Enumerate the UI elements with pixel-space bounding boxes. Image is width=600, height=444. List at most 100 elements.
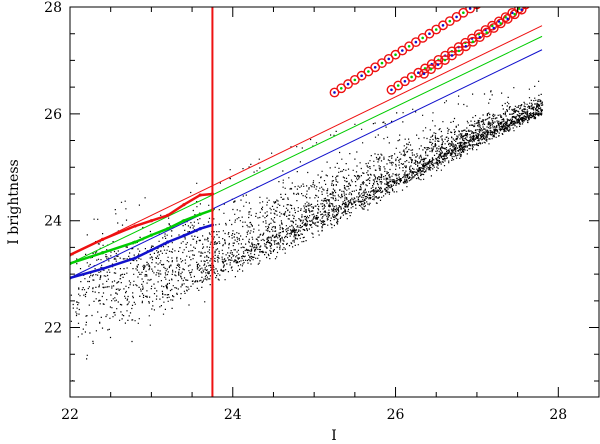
curve-point [100, 267, 105, 271]
circle-marker-chains [329, 3, 530, 98]
open-circle-marker [454, 45, 464, 56]
open-circle-marker [488, 23, 499, 33]
inner-dot-marker [414, 40, 418, 44]
inner-dot-marker [380, 61, 384, 65]
inner-dot-marker [485, 31, 489, 34]
open-circle-marker [377, 58, 387, 68]
open-circle-marker [404, 41, 415, 52]
open-circle-marker [509, 9, 520, 20]
inner-dot-marker [513, 12, 517, 16]
open-circle-marker [349, 74, 360, 85]
tick-marks [69, 6, 600, 397]
inner-dot-marker [421, 36, 424, 40]
open-circle-marker [417, 33, 428, 43]
open-circle-marker [507, 7, 518, 18]
open-circle-marker [502, 13, 513, 24]
inner-dot-marker [428, 32, 431, 36]
curve-point [182, 219, 186, 223]
reference-line-2 [70, 49, 543, 279]
inner-dot-marker [511, 11, 514, 15]
inner-dot-marker [434, 28, 438, 31]
inner-dot-marker [353, 78, 357, 82]
inner-dot-marker [333, 91, 336, 94]
y-tick-label: 28 [44, 0, 62, 16]
inner-dot-marker [499, 22, 503, 25]
inner-dot-marker [394, 53, 397, 57]
inner-dot-marker [407, 45, 411, 48]
inner-dot-marker [468, 7, 472, 10]
open-circle-marker [424, 28, 435, 39]
open-circle-marker [370, 62, 381, 73]
inner-dot-marker [476, 3, 479, 6]
x-tick-label: 24 [224, 407, 242, 423]
axis-ticks [69, 6, 600, 397]
open-circle-marker [433, 59, 443, 70]
open-circle-marker [500, 12, 511, 23]
inner-dot-marker [441, 24, 445, 27]
x-tick-label: 22 [61, 407, 79, 423]
y-tick-labels: 22 24 26 28 [44, 0, 62, 337]
open-circle-marker [399, 76, 410, 87]
open-circle-marker [460, 41, 471, 52]
inner-dot-marker [410, 75, 413, 79]
inner-dot-marker [471, 40, 475, 44]
scatter-dots [70, 80, 544, 382]
open-circle-marker [420, 63, 430, 74]
inner-dot-marker [497, 20, 501, 23]
open-circle-marker [438, 20, 448, 31]
inner-dot-marker [367, 70, 370, 73]
reference-line-1 [70, 35, 543, 264]
curve-point [182, 203, 186, 207]
inner-dot-marker [492, 26, 496, 30]
curve-point [198, 193, 202, 197]
curve-point [100, 251, 105, 255]
curve-point [149, 219, 153, 223]
open-circle-marker [383, 53, 394, 64]
open-circle-marker [356, 70, 367, 81]
curve-point [149, 233, 153, 237]
inner-dot-marker [339, 86, 343, 90]
marker-chain-2 [419, 7, 527, 79]
open-circle-marker [451, 12, 462, 22]
y-tick-label: 24 [44, 214, 62, 230]
curve-point [198, 212, 202, 216]
inner-dot-marker [524, 3, 527, 6]
x-tick-label: 28 [549, 407, 567, 423]
open-circle-marker [363, 66, 374, 77]
model-curves [70, 192, 215, 280]
open-circle-marker [481, 27, 492, 38]
y-tick-label: 22 [44, 321, 62, 337]
x-tick-label: 26 [387, 407, 405, 423]
open-circle-marker [495, 18, 506, 29]
inner-dot-marker [390, 88, 393, 92]
open-circle-marker [386, 84, 397, 95]
inner-dot-marker [462, 11, 465, 15]
inner-dot-marker [360, 74, 363, 77]
curve-point [182, 234, 186, 238]
curve-point [133, 240, 137, 244]
open-circle-marker [419, 68, 429, 79]
inner-dot-marker [450, 54, 454, 57]
reference-lines [70, 25, 543, 279]
open-circle-marker [465, 7, 476, 14]
open-circle-marker [440, 55, 450, 65]
y-tick-label: 26 [44, 107, 62, 123]
open-circle-marker [410, 37, 421, 48]
inner-dot-marker [436, 63, 440, 66]
inner-dot-marker [448, 19, 452, 23]
open-circle-marker [447, 50, 457, 61]
plot-frame [69, 6, 600, 398]
open-circle-marker [397, 45, 408, 56]
open-circle-marker [390, 49, 401, 60]
model-curve-1 [70, 208, 213, 265]
open-circle-marker [487, 20, 498, 31]
inner-dot-marker [457, 49, 461, 53]
model-curve-0 [70, 192, 213, 257]
inner-dot-marker [401, 49, 404, 52]
inner-dot-marker [478, 35, 482, 39]
open-circle-marker [431, 24, 442, 35]
open-circle-marker [458, 7, 469, 18]
y-axis-title: I brightness [6, 159, 22, 244]
open-circle-marker [406, 72, 417, 82]
